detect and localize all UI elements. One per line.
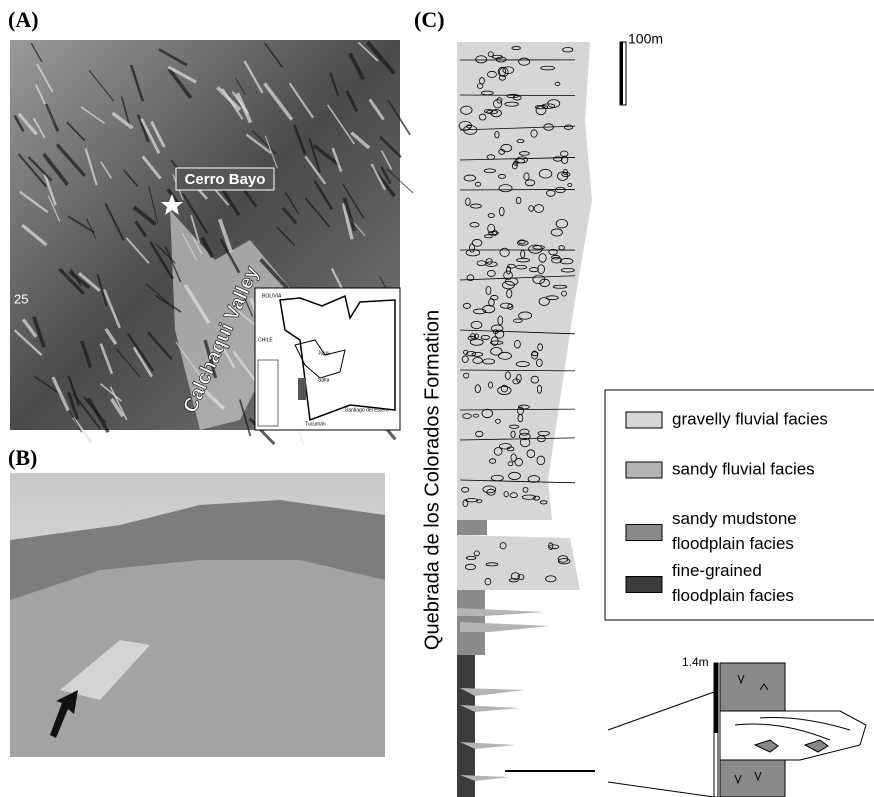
mudstone-unit [457, 520, 487, 535]
legend-label: gravelly fluvial facies [672, 409, 828, 428]
panel-label: (A) [8, 7, 39, 32]
legend-line: sandy mudstone [672, 509, 797, 528]
inset-label: Jujuy [318, 350, 330, 356]
bedding-line [460, 189, 575, 190]
detail-connector [608, 782, 714, 797]
inset-label: Tucumán [305, 421, 326, 427]
legend-label: sandy fluvial facies [672, 459, 815, 478]
field-photo [10, 473, 385, 757]
latitude-label: 25 [14, 291, 28, 306]
panel-label: (B) [8, 445, 37, 470]
site-label: Cerro Bayo [185, 171, 266, 188]
legend-line: floodplain facies [672, 586, 794, 605]
inset-label: CHILE [258, 337, 273, 343]
detail-mudstone [720, 663, 785, 711]
gravel-unit [457, 42, 592, 520]
legend-swatch [626, 525, 662, 541]
inset-label: BOLIVIA [262, 293, 282, 299]
legend: gravelly fluvial facies sandy fluvial fac… [605, 390, 874, 620]
scale-bar-fill [620, 42, 623, 105]
legend-swatch [626, 577, 662, 593]
formation-label: Quebrada de los Colorados Formation [421, 310, 443, 650]
inset-locator [258, 360, 278, 426]
detail-scale-fill [714, 663, 718, 733]
inset-label: Santiago del Estero [345, 407, 389, 413]
panel-label: (C) [414, 7, 445, 32]
stratigraphic-column [457, 42, 592, 797]
scale-label: 100m [628, 31, 663, 47]
inset-map: BOLIVIA CHILE Jujuy Salta Tucumán Santia… [255, 288, 400, 430]
legend-line: floodplain facies [672, 534, 794, 553]
photo-slope [10, 560, 385, 757]
figure: (A) Cerro Bayo Calchaqui Valley 25 BOLIV… [0, 0, 874, 797]
legend-swatch [626, 462, 662, 478]
detail-connector [608, 692, 714, 730]
inset-label: Salta [318, 377, 330, 383]
legend-swatch [626, 412, 662, 428]
detail-mudstone [720, 760, 785, 797]
inset-study-area [298, 378, 306, 400]
detail-scale-label: 1.4m [682, 655, 709, 669]
legend-line: fine-grained [672, 561, 762, 580]
page: {"panel_a": {"label": "(A)", "site": "Ce… [0, 0, 874, 797]
